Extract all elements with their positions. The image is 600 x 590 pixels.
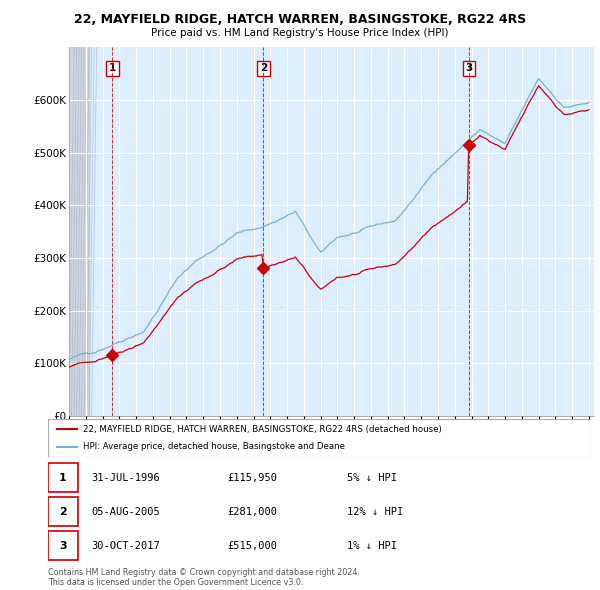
Text: £515,000: £515,000 (227, 541, 277, 551)
Bar (69, 47, 89, 416)
Text: 12% ↓ HPI: 12% ↓ HPI (347, 507, 403, 517)
Text: Contains HM Land Registry data © Crown copyright and database right 2024.
This d: Contains HM Land Registry data © Crown c… (48, 568, 360, 587)
FancyBboxPatch shape (48, 419, 591, 457)
Text: 1% ↓ HPI: 1% ↓ HPI (347, 541, 397, 551)
Text: 5% ↓ HPI: 5% ↓ HPI (347, 473, 397, 483)
FancyBboxPatch shape (48, 497, 78, 526)
FancyBboxPatch shape (48, 463, 78, 492)
Text: 3: 3 (59, 541, 67, 551)
FancyBboxPatch shape (48, 532, 78, 560)
Text: 1: 1 (109, 63, 116, 73)
Text: 05-AUG-2005: 05-AUG-2005 (91, 507, 160, 517)
Text: 2: 2 (59, 507, 67, 517)
Text: £115,950: £115,950 (227, 473, 277, 483)
Text: 31-JUL-1996: 31-JUL-1996 (91, 473, 160, 483)
Text: 22, MAYFIELD RIDGE, HATCH WARREN, BASINGSTOKE, RG22 4RS (detached house): 22, MAYFIELD RIDGE, HATCH WARREN, BASING… (83, 425, 442, 434)
Text: HPI: Average price, detached house, Basingstoke and Deane: HPI: Average price, detached house, Basi… (83, 442, 345, 451)
Text: 1: 1 (59, 473, 67, 483)
Text: 22, MAYFIELD RIDGE, HATCH WARREN, BASINGSTOKE, RG22 4RS: 22, MAYFIELD RIDGE, HATCH WARREN, BASING… (74, 13, 526, 26)
Text: 30-OCT-2017: 30-OCT-2017 (91, 541, 160, 551)
Text: 3: 3 (465, 63, 472, 73)
Text: Price paid vs. HM Land Registry's House Price Index (HPI): Price paid vs. HM Land Registry's House … (151, 28, 449, 38)
Text: 2: 2 (260, 63, 267, 73)
Text: £281,000: £281,000 (227, 507, 277, 517)
